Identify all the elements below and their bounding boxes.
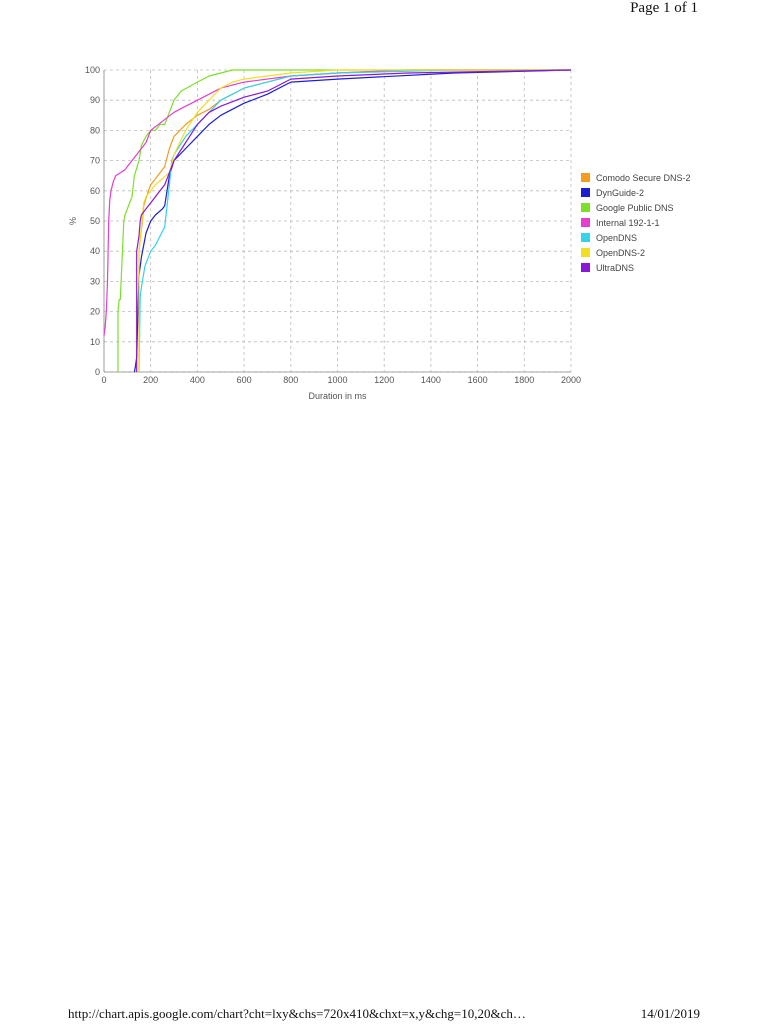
legend-label: OpenDNS	[596, 232, 638, 243]
x-tick-label: 2000	[561, 375, 581, 385]
legend-label: UltraDNS	[596, 262, 635, 273]
legend-swatch	[581, 248, 590, 257]
x-tick-label: 1400	[421, 375, 441, 385]
chart: 0 200 400 600 800 1000 1200 1400 1600 1800 2000 0 10…	[60, 55, 720, 405]
legend-label: OpenDNS-2	[596, 247, 646, 258]
y-tick-label: 100	[85, 65, 100, 75]
x-axis-label: Duration in ms	[308, 391, 367, 401]
x-tick-label: 400	[190, 375, 205, 385]
y-tick-label: 90	[90, 95, 100, 105]
y-tick-label: 50	[90, 216, 100, 226]
print-footer: http://chart.apis.google.com/chart?cht=l…	[68, 1006, 700, 1022]
footer-date: 14/01/2019	[640, 1006, 700, 1021]
series-line-internal-192-1-1	[103, 69, 571, 336]
x-tick-label: 200	[143, 375, 158, 385]
y-tick-label: 70	[90, 156, 100, 166]
page-number: Page 1 of 1	[630, 0, 698, 16]
chart-svg: 0 200 400 600 800 1000 1200 1400 1600 1800 2000 0 10…	[68, 65, 581, 401]
series-line-opendns-2	[138, 69, 571, 372]
legend-label: Comodo Secure DNS-2	[596, 172, 691, 183]
x-tick-label: 1200	[374, 375, 394, 385]
y-tick-label: 0	[95, 367, 100, 377]
axes: 0 200 400 600 800 1000 1200 1400 1600 1800 2000 0 10…	[85, 65, 581, 385]
legend-swatch	[581, 188, 590, 197]
footer-url: http://chart.apis.google.com/chart?cht=l…	[68, 1006, 526, 1021]
series-line-dynguide-2	[133, 69, 572, 373]
legend-swatch	[581, 173, 590, 182]
legend-swatch	[581, 233, 590, 242]
y-tick-label: 20	[90, 307, 100, 317]
legend-item: OpenDNS-2	[581, 245, 691, 260]
legend-label: DynGuide-2	[596, 187, 645, 198]
legend-item: UltraDNS	[581, 260, 691, 275]
legend-label: Google Public DNS	[596, 202, 674, 213]
y-axis-label: %	[68, 217, 78, 225]
x-tick-label: 0	[101, 375, 106, 385]
y-tick-label: 80	[90, 125, 100, 135]
x-tick-label: 600	[237, 375, 252, 385]
legend-item: Google Public DNS	[581, 200, 691, 215]
x-tick-label: 1600	[468, 375, 488, 385]
series-line-google-public-dns	[117, 69, 571, 372]
series-line-ultradns	[136, 69, 572, 372]
legend-item: OpenDNS	[581, 230, 691, 245]
x-tick-label: 1800	[514, 375, 534, 385]
y-tick-label: 40	[90, 246, 100, 256]
grid	[103, 69, 572, 373]
legend-item: DynGuide-2	[581, 185, 691, 200]
legend-swatch	[581, 218, 590, 227]
legend-label: Internal 192-1-1	[596, 217, 660, 228]
legend-item: Internal 192-1-1	[581, 215, 691, 230]
legend-swatch	[581, 203, 590, 212]
x-tick-label: 800	[283, 375, 298, 385]
y-tick-label: 30	[90, 276, 100, 286]
chart-legend: Comodo Secure DNS-2 DynGuide-2 Google Publ…	[581, 170, 691, 275]
legend-swatch	[581, 263, 590, 272]
legend-item: Comodo Secure DNS-2	[581, 170, 691, 185]
x-tick-label: 1000	[327, 375, 347, 385]
series-lines	[103, 69, 572, 373]
y-tick-label: 10	[90, 337, 100, 347]
y-tick-label: 60	[90, 186, 100, 196]
